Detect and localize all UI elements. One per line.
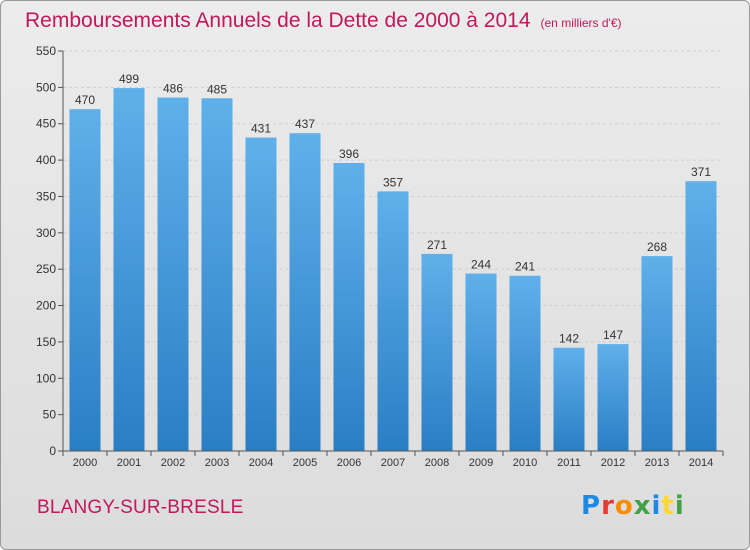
- data-label-2000: 470: [75, 93, 95, 107]
- data-label-2014: 371: [691, 165, 711, 179]
- bar-2000: [69, 109, 101, 451]
- x-tick-label: 2001: [117, 457, 141, 469]
- x-tick-label: 2004: [249, 457, 273, 469]
- y-axis-ticks: 0 50 100 150 200 250 300 350 400 450 500 550: [36, 44, 63, 458]
- data-label-2013: 268: [647, 240, 667, 254]
- y-tick-label: 500: [36, 80, 56, 94]
- chart-title: Remboursements Annuels de la Dette de 20…: [25, 9, 622, 33]
- logo-letter: x: [633, 491, 652, 521]
- x-tick-label: 2012: [601, 457, 625, 469]
- bar-2001: [113, 88, 145, 451]
- x-tick-label: 2003: [205, 457, 229, 469]
- x-tick-label: 2007: [381, 457, 405, 469]
- data-label-2005: 437: [295, 117, 315, 131]
- data-label-2012: 147: [603, 328, 623, 342]
- y-tick-label: 0: [49, 444, 56, 458]
- y-tick-label: 400: [36, 153, 56, 167]
- x-tick-label: 2005: [293, 457, 317, 469]
- bar-2008: [421, 253, 453, 451]
- data-label-2011: 142: [559, 332, 579, 346]
- y-tick-label: 150: [36, 335, 56, 349]
- y-tick-label: 200: [36, 299, 56, 313]
- y-tick-label: 100: [36, 371, 56, 385]
- data-label-2004: 431: [251, 122, 271, 136]
- data-label-2008: 271: [427, 238, 447, 252]
- x-axis-ticks: 2000 2001 2002 2003 2004 2005 2006 2007 2008 2009…: [62, 451, 724, 469]
- x-tick-label: 2002: [161, 457, 185, 469]
- logo-letter: o: [614, 491, 634, 521]
- data-label-2001: 499: [119, 72, 139, 86]
- x-tick-label: 2006: [337, 457, 361, 469]
- data-labels: 470 499 486 485 431 437 396 357 271 244 241 142 147 2…: [75, 72, 711, 346]
- bar-2004: [245, 137, 277, 451]
- data-label-2003: 485: [207, 82, 227, 96]
- bar-2002: [157, 97, 189, 451]
- x-tick-label: 2011: [557, 457, 581, 469]
- bar-2013: [641, 256, 673, 451]
- logo-letter: i: [674, 491, 685, 521]
- y-tick-label: 350: [36, 189, 56, 203]
- bar-2005: [289, 133, 321, 451]
- proxiti-logo: Proxiti: [581, 491, 685, 521]
- y-tick-label: 550: [36, 44, 56, 58]
- bar-2009: [465, 273, 497, 451]
- bar-2014: [685, 181, 717, 451]
- logo-letter: i: [651, 491, 662, 521]
- data-label-2009: 244: [471, 258, 491, 272]
- x-tick-label: 2010: [513, 457, 537, 469]
- logo-letter: P: [581, 491, 602, 521]
- data-label-2002: 486: [163, 82, 183, 96]
- x-tick-label: 2014: [689, 457, 713, 469]
- bar-2012: [597, 344, 629, 451]
- data-label-2010: 241: [515, 260, 535, 274]
- x-tick-label: 2009: [469, 457, 493, 469]
- data-label-2006: 396: [339, 147, 359, 161]
- x-tick-label: 2000: [73, 457, 97, 469]
- data-label-2007: 357: [383, 175, 403, 189]
- x-tick-label: 2013: [645, 457, 669, 469]
- x-tick-label: 2008: [425, 457, 449, 469]
- bar-2010: [509, 275, 541, 451]
- chart-title-text: Remboursements Annuels de la Dette de 20…: [25, 9, 531, 32]
- y-tick-label: 300: [36, 226, 56, 240]
- commune-name: BLANGY-SUR-BRESLE: [37, 497, 244, 518]
- bar-2007: [377, 191, 409, 451]
- logo-letter: r: [601, 491, 615, 521]
- y-tick-label: 450: [36, 117, 56, 131]
- bar-2003: [201, 98, 233, 451]
- logo-letter: t: [661, 491, 675, 521]
- chart-subtitle: (en milliers d'€): [540, 16, 622, 30]
- bars: [69, 88, 717, 451]
- bar-2006: [333, 163, 365, 451]
- y-tick-label: 50: [43, 408, 57, 422]
- bar-2011: [553, 347, 585, 451]
- y-tick-label: 250: [36, 262, 56, 276]
